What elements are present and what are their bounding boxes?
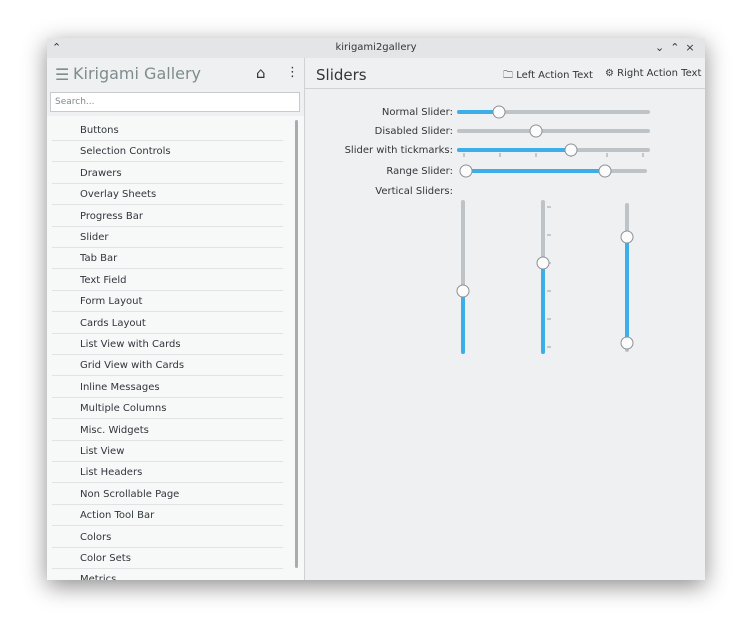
- keep-above-button[interactable]: ⌃: [52, 41, 62, 54]
- slider-handle[interactable]: [459, 164, 473, 178]
- nav-item[interactable]: Misc. Widgets: [52, 420, 283, 441]
- slider-handle[interactable]: [620, 336, 634, 350]
- separator: [305, 88, 705, 89]
- more-button[interactable]: ⋮: [286, 65, 299, 80]
- nav-item[interactable]: Selection Controls: [52, 141, 283, 163]
- scrollbar[interactable]: [295, 120, 298, 568]
- nav-item[interactable]: Overlay Sheets: [52, 184, 283, 206]
- list: Buttons Selection Controls Drawers Overlay …: [47, 116, 304, 580]
- form-label: Slider with tickmarks:: [344, 145, 453, 156]
- nav-item[interactable]: Action Tool Bar: [52, 505, 283, 527]
- search-field[interactable]: Search...: [50, 92, 300, 112]
- nav-item[interactable]: Inline Messages: [52, 377, 283, 398]
- nav-item[interactable]: Grid View with Cards: [52, 355, 283, 377]
- nav-item[interactable]: Buttons: [52, 120, 283, 141]
- form-label: Vertical Sliders:: [375, 186, 453, 197]
- nav-item[interactable]: Drawers: [52, 163, 283, 184]
- menu-button[interactable]: ☰: [55, 65, 70, 84]
- home-button[interactable]: ⌂: [256, 64, 266, 82]
- left-action[interactable]: 🗀 Left Action Text: [503, 70, 593, 81]
- nav-item[interactable]: Cards Layout: [52, 313, 283, 334]
- window-title: kirigami2gallery: [335, 42, 417, 53]
- action-text: Right Action Text: [617, 68, 702, 79]
- slider-handle[interactable]: [536, 256, 550, 270]
- nav-item[interactable]: Slider: [52, 227, 283, 248]
- action-text: Left Action Text: [516, 70, 593, 81]
- app-title: Kirigami Gallery: [73, 64, 202, 83]
- sliders: [456, 105, 650, 354]
- slider-handle[interactable]: [564, 143, 578, 157]
- nav-item[interactable]: List View: [52, 441, 283, 462]
- nav-item[interactable]: List View with Cards: [52, 334, 283, 355]
- page-title: Sliders: [316, 66, 367, 84]
- slider-handle: [529, 124, 543, 138]
- nav-item[interactable]: Metrics: [52, 569, 283, 580]
- form-label: Disabled Slider:: [374, 126, 453, 137]
- slider-handle[interactable]: [456, 284, 470, 298]
- title-bar: ⌃ kirigami2gallery ⌄⌃×: [47, 38, 705, 58]
- slider-handle[interactable]: [492, 105, 506, 119]
- right-action[interactable]: ⚙ Right Action Text: [605, 68, 702, 79]
- slider-handle[interactable]: [598, 164, 612, 178]
- nav-item[interactable]: Text Field: [52, 270, 283, 291]
- form-label: Range Slider:: [386, 166, 453, 177]
- nav-item[interactable]: List Headers: [52, 462, 283, 484]
- nav-item[interactable]: Colors: [52, 527, 283, 548]
- nav-item[interactable]: Form Layout: [52, 291, 283, 313]
- form-label: Normal Slider:: [381, 107, 453, 118]
- nav-item[interactable]: Multiple Columns: [52, 398, 283, 420]
- nav-item[interactable]: Color Sets: [52, 548, 283, 569]
- window: ⌃ kirigami2gallery ⌄⌃× ☰ Kirigami Galler…: [47, 38, 705, 580]
- nav-item[interactable]: Non Scrollable Page: [52, 484, 283, 505]
- nav-item[interactable]: Progress Bar: [52, 206, 283, 227]
- window-controls[interactable]: ⌄⌃×: [655, 41, 701, 54]
- nav-item[interactable]: Tab Bar: [52, 248, 283, 270]
- tickmarks: [463, 153, 644, 348]
- slider-handle[interactable]: [620, 230, 634, 244]
- sidebar: ☰ Kirigami Gallery ⌂ ⋮ Search... Buttons…: [47, 58, 305, 580]
